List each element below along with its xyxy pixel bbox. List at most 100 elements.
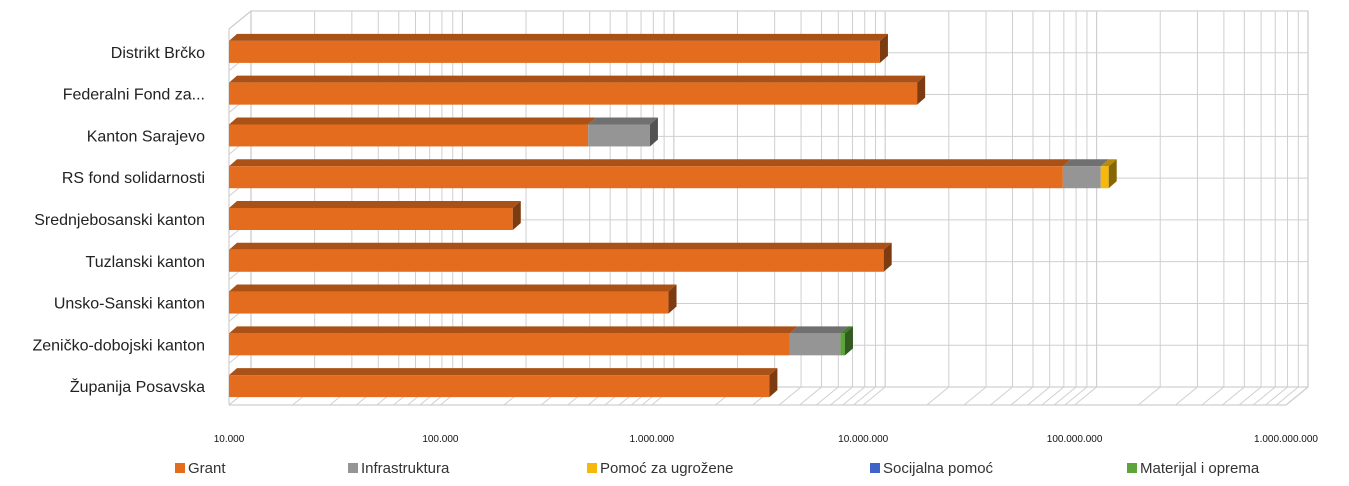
floor-gridline [1010, 386, 1034, 406]
floor-gridline [778, 386, 802, 406]
bar-end-face [917, 75, 926, 105]
bar-top-face [229, 368, 778, 376]
bar-top-face [840, 326, 853, 334]
floor-gridline [862, 386, 886, 406]
floor-gridline [1074, 386, 1097, 406]
bar-end-face [883, 242, 892, 272]
floor-gridline [1238, 386, 1262, 406]
legend: Grant Infrastruktura Pomoć za ugrožene Soci… [175, 460, 1260, 477]
bar-segment [1062, 159, 1109, 189]
bar-end-face [769, 368, 778, 398]
bar-front-face [229, 166, 1063, 189]
legend-item: Materijal i oprema [1127, 460, 1260, 477]
x-tick-label: 10.000.000 [838, 434, 888, 445]
bar-top-face [1100, 159, 1117, 167]
bar-segment [229, 75, 926, 105]
legend-label: Socijalna pomoć [883, 460, 994, 477]
legend-label: Materijal i oprema [1140, 460, 1260, 477]
bar-front-face [588, 124, 650, 147]
bar-segment [840, 326, 853, 356]
bar-segment [229, 368, 778, 398]
x-tick-label: 10.000 [214, 434, 245, 445]
side-wall-gridline [228, 10, 252, 30]
x-tick-label: 1.000.000.000 [1254, 434, 1318, 445]
bar-top-face [229, 33, 888, 41]
floor-gridline [926, 386, 950, 406]
bar-front-face [1100, 166, 1109, 189]
legend-item: Grant [175, 460, 226, 477]
legend-swatch [348, 463, 358, 473]
bar-top-face [229, 201, 521, 208]
legend-swatch [587, 463, 597, 473]
bar-end-face [1108, 159, 1117, 189]
category-label: Distrikt Brčko [111, 45, 205, 62]
floor-gridline [799, 386, 822, 406]
floor-gridline [1201, 386, 1225, 406]
bar-front-face [229, 40, 880, 63]
bar-segment [789, 326, 849, 356]
category-label: Zeničko-dobojski kanton [32, 337, 205, 354]
floor-gridline [963, 386, 987, 406]
floor-gridline [990, 386, 1013, 406]
bar-top-face [229, 75, 926, 83]
bar-front-face [229, 249, 884, 272]
floor-gridline [1064, 386, 1088, 406]
bar-end-face [879, 33, 888, 63]
bar-segment [229, 159, 1071, 189]
bar-front-face [229, 291, 669, 314]
bar-segment [229, 284, 677, 314]
legend-item: Infrastruktura [348, 460, 450, 477]
bar-top-face [588, 117, 658, 125]
floor-gridline [1175, 386, 1198, 406]
category-label: Unsko-Sanski kanton [54, 296, 205, 313]
floor-gridline [1285, 386, 1309, 406]
bar-end-face [512, 201, 521, 230]
bar-top-face [229, 284, 677, 292]
floor-gridline [1276, 386, 1299, 406]
category-label: Kanton Sarajevo [87, 128, 205, 145]
category-label: Županija Posavska [70, 377, 205, 396]
bar-segment [229, 117, 597, 147]
floor-gridline [853, 386, 876, 406]
legend-label: Pomoć za ugrožene [600, 460, 733, 477]
floor-gridline [1252, 386, 1276, 406]
legend-swatch [870, 463, 880, 473]
bar-front-face [229, 375, 770, 398]
bar-segment [588, 117, 658, 147]
x-tick-label: 100.000.000 [1047, 434, 1103, 445]
bar-top-face [789, 326, 849, 334]
bar-segment [229, 33, 888, 63]
bar-segment [229, 242, 892, 272]
bar-segment [229, 326, 798, 356]
bar-top-face [229, 326, 798, 334]
bar-top-face [1062, 159, 1109, 167]
bar-top-face [229, 159, 1071, 167]
category-label: Tuzlanski kanton [86, 254, 205, 271]
bar-segment [229, 201, 521, 230]
floor-gridline [1027, 386, 1051, 406]
bars [229, 33, 1117, 398]
floor-gridline [1041, 386, 1065, 406]
category-labels: Distrikt Brčko Federalni Fond za... Kanton… [32, 45, 205, 396]
legend-swatch [1127, 463, 1137, 473]
legend-item: Pomoć za ugrožene [587, 460, 733, 477]
bar-top-face [229, 242, 892, 250]
floor-gridline [1137, 386, 1161, 406]
legend-item: Socijalna pomoć [870, 460, 994, 477]
bar-top-face [229, 117, 597, 125]
legend-label: Grant [188, 460, 226, 477]
bar-end-face [649, 117, 658, 147]
floor-gridline [830, 386, 853, 406]
legend-label: Infrastruktura [361, 460, 450, 477]
bar-front-face [229, 82, 918, 105]
x-tick-labels: 10.000 100.000 1.000.000 10.000.000 100.000.… [214, 434, 1319, 445]
bar-front-face [1062, 166, 1101, 189]
category-label: Federalni Fond za... [63, 87, 205, 104]
x-tick-label: 100.000 [422, 434, 459, 445]
floor-gridline [815, 386, 839, 406]
floor-gridline [1053, 386, 1077, 406]
bar-front-face [840, 333, 845, 356]
category-label: RS fond solidarnosti [62, 170, 205, 187]
